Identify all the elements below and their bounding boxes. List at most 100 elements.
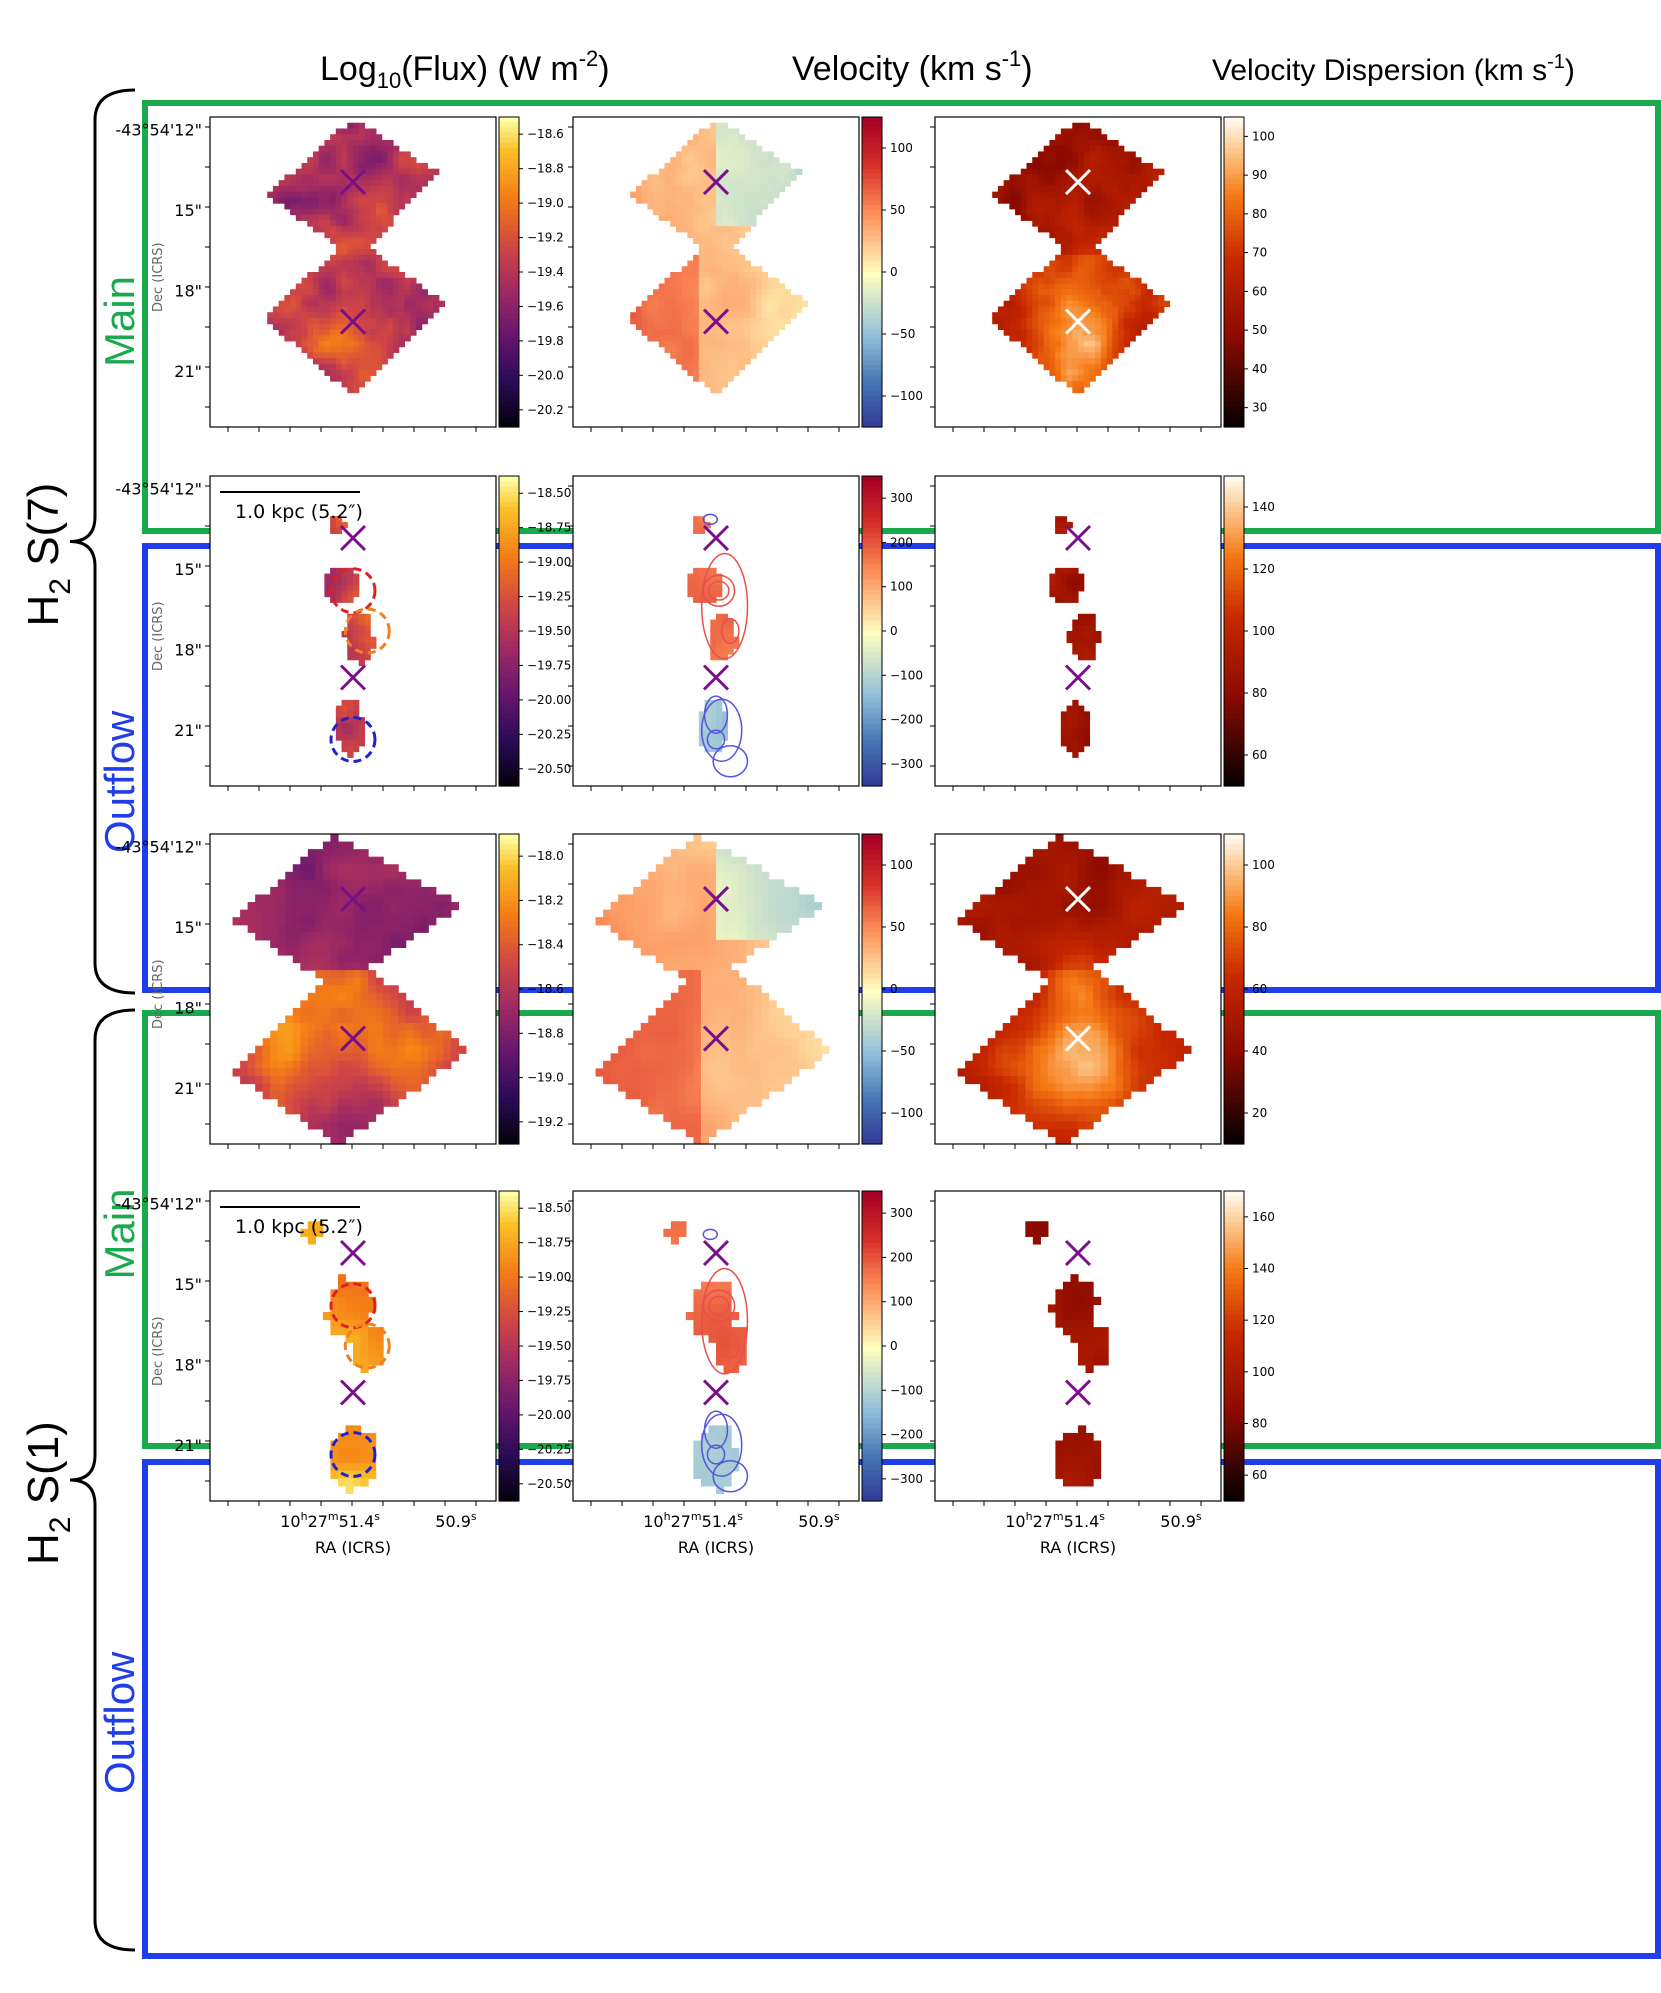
heatmap-cell xyxy=(345,1015,354,1024)
heatmap-cell xyxy=(1118,208,1125,216)
heatmap-cell xyxy=(330,879,339,888)
heatmap-cell xyxy=(358,151,366,158)
heatmap-cell xyxy=(685,894,695,903)
heatmap-cell xyxy=(731,1053,740,1062)
heatmap-cell xyxy=(625,909,634,918)
heatmap-cell xyxy=(393,272,400,279)
heatmap-cell xyxy=(647,294,654,302)
heatmap-cell xyxy=(1078,214,1085,221)
heatmap-cell xyxy=(318,294,325,302)
colorbar-segment xyxy=(862,163,882,170)
heatmap-cell xyxy=(670,1106,679,1115)
heatmap-cell xyxy=(738,226,746,233)
heatmap-cell xyxy=(345,1000,354,1009)
heatmap-cell xyxy=(716,722,723,730)
heatmap-cell xyxy=(670,939,679,949)
heatmap-cell xyxy=(421,294,428,302)
heatmap-cell xyxy=(360,1083,369,1092)
heatmap-cell xyxy=(1100,283,1108,290)
heatmap-cell xyxy=(698,139,706,147)
heatmap-cell xyxy=(300,864,309,873)
colorbar: −18.6−18.8−19.0−19.2−19.4−19.6−19.8−20.0… xyxy=(498,116,564,428)
heatmap-cell xyxy=(716,128,723,135)
heatmap-cell xyxy=(721,340,729,348)
heatmap-cell xyxy=(693,289,700,296)
colorbar-segment xyxy=(499,978,519,985)
heatmap-cell xyxy=(693,886,702,896)
heatmap-cell xyxy=(710,254,717,262)
heatmap-cell xyxy=(292,1053,301,1062)
colorbar-segment xyxy=(499,729,519,735)
heatmap-cell xyxy=(675,352,683,359)
heatmap-cell xyxy=(1078,625,1085,632)
heatmap-cell xyxy=(698,266,706,273)
heatmap-cell xyxy=(1100,317,1108,325)
heatmap-cell xyxy=(1106,329,1113,336)
heatmap-cell xyxy=(404,168,411,176)
heatmap-cell xyxy=(1106,208,1113,216)
heatmap-cell xyxy=(681,180,688,187)
heatmap-cell xyxy=(300,1007,309,1017)
colorbar-segment xyxy=(862,656,882,663)
heatmap-cell xyxy=(370,134,377,141)
heatmap-cell xyxy=(335,260,343,267)
heatmap-cell xyxy=(300,909,309,918)
heatmap-cell xyxy=(685,932,695,941)
heatmap-cell xyxy=(698,237,706,244)
heatmap-cell xyxy=(312,185,320,193)
heatmap-cell xyxy=(687,323,694,331)
heatmap-cell xyxy=(731,1068,740,1077)
heatmap-cell xyxy=(710,243,717,250)
heatmap-cell xyxy=(353,653,360,661)
colorbar-segment xyxy=(862,261,882,268)
heatmap-cell xyxy=(693,180,700,187)
heatmap-cell xyxy=(387,203,394,210)
heatmap-cell xyxy=(413,1053,422,1062)
colorbar-segment xyxy=(1224,574,1244,580)
heatmap-cell xyxy=(345,962,354,971)
heatmap-cell xyxy=(375,266,383,273)
heatmap-cell xyxy=(798,1060,807,1069)
heatmap-cell xyxy=(370,145,377,153)
heatmap-cell xyxy=(698,711,706,718)
colorbar-segment xyxy=(1224,204,1244,211)
heatmap-cell xyxy=(335,527,343,535)
heatmap-cell xyxy=(335,168,343,176)
heatmap-cell xyxy=(341,573,348,580)
heatmap-cell xyxy=(1066,358,1073,365)
heatmap-cell xyxy=(398,1060,407,1069)
heatmap-cell xyxy=(1060,134,1068,141)
heatmap-cell xyxy=(721,317,729,325)
heatmap-cell xyxy=(750,317,757,325)
heatmap-cell xyxy=(420,924,429,933)
colorbar-segment xyxy=(499,765,519,772)
colorbar-tick-label: −100 xyxy=(890,668,923,682)
heatmap-cell xyxy=(341,705,348,712)
heatmap-cell xyxy=(307,1121,316,1130)
heatmap-cell xyxy=(370,151,377,158)
heatmap-cell xyxy=(324,590,331,598)
heatmap-cell xyxy=(398,879,407,888)
heatmap-cell xyxy=(370,294,377,302)
heatmap-cell xyxy=(704,346,711,353)
heatmap-cell xyxy=(746,1000,755,1009)
heatmap-cell xyxy=(307,1053,316,1062)
heatmap-cell xyxy=(330,312,337,319)
heatmap-cell xyxy=(358,277,366,285)
heatmap-cell xyxy=(383,1091,392,1100)
dec-tick-label: 15" xyxy=(174,201,202,220)
heatmap-cell xyxy=(738,323,746,331)
heatmap-cell xyxy=(813,1045,822,1054)
heatmap-cell xyxy=(685,1106,695,1115)
heatmap-cell xyxy=(670,157,677,164)
colorbar-segment xyxy=(1224,775,1244,782)
heatmap-cell xyxy=(353,722,360,730)
heatmap-cell xyxy=(700,1075,710,1085)
heatmap-cell xyxy=(353,970,362,979)
heatmap-cell xyxy=(784,168,791,176)
heatmap-cell xyxy=(708,1128,717,1138)
heatmap-cell xyxy=(277,909,286,918)
heatmap-cell xyxy=(1037,191,1045,198)
heatmap-cell xyxy=(1085,856,1094,865)
heatmap-cell xyxy=(358,162,366,170)
